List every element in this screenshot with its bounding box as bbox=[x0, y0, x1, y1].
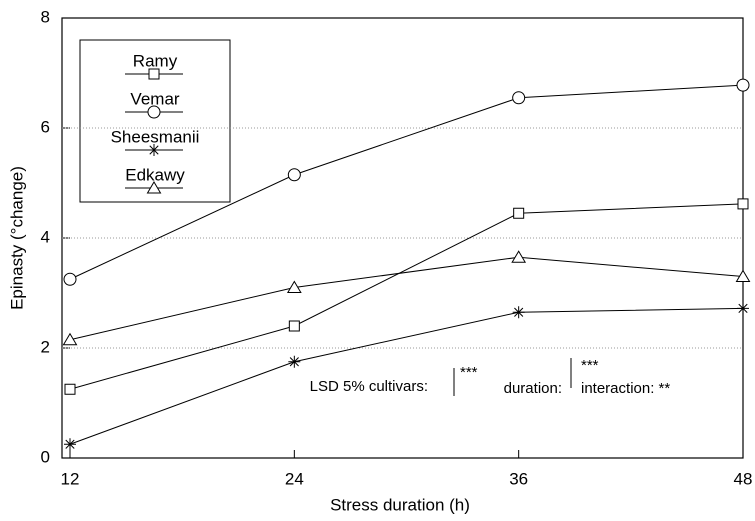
data-point bbox=[512, 91, 526, 105]
series-line bbox=[69, 307, 744, 445]
legend-label: Ramy bbox=[133, 51, 178, 70]
data-point bbox=[511, 250, 527, 263]
series-line bbox=[69, 256, 744, 341]
annotation: *** bbox=[460, 364, 478, 381]
annotation: LSD 5% cultivars: bbox=[310, 378, 428, 395]
legend-label: Vemar bbox=[130, 89, 179, 108]
data-point bbox=[62, 332, 78, 346]
legend-marker bbox=[147, 105, 161, 119]
data-point bbox=[64, 438, 76, 451]
data-point bbox=[737, 198, 749, 210]
data-point bbox=[513, 207, 525, 219]
y-tick-label: 0 bbox=[41, 447, 50, 466]
annotation: *** bbox=[581, 357, 599, 374]
y-axis-label: Epinasty (°change) bbox=[7, 166, 26, 310]
data-point bbox=[286, 280, 302, 293]
y-tick-label: 2 bbox=[41, 337, 50, 356]
legend-marker bbox=[148, 144, 160, 156]
data-point bbox=[737, 302, 749, 315]
y-tick-label: 4 bbox=[41, 227, 50, 246]
legend-label: Sheesmanii bbox=[111, 127, 200, 146]
data-point bbox=[63, 272, 77, 286]
legend-marker bbox=[148, 68, 160, 80]
annotation: duration: bbox=[504, 380, 562, 397]
legend-label: Edkawy bbox=[125, 165, 185, 184]
legend-box bbox=[79, 39, 231, 203]
x-tick-label: 12 bbox=[61, 469, 80, 488]
x-tick-label: 36 bbox=[509, 469, 528, 488]
x-axis-label: Stress duration (h) bbox=[330, 495, 470, 514]
data-point bbox=[512, 306, 525, 319]
series-line bbox=[69, 203, 744, 390]
y-tick-label: 6 bbox=[41, 117, 50, 136]
annotation: interaction: ** bbox=[581, 380, 670, 397]
data-point bbox=[287, 168, 301, 182]
series-line bbox=[69, 84, 744, 280]
data-point bbox=[736, 78, 750, 92]
x-tick-label: 48 bbox=[734, 469, 753, 488]
x-tick-label: 24 bbox=[285, 469, 304, 488]
data-point bbox=[64, 383, 76, 395]
data-point bbox=[735, 269, 751, 282]
data-point bbox=[288, 320, 300, 332]
y-tick-label: 8 bbox=[41, 7, 50, 26]
data-point bbox=[288, 355, 301, 368]
legend-marker bbox=[146, 181, 162, 194]
